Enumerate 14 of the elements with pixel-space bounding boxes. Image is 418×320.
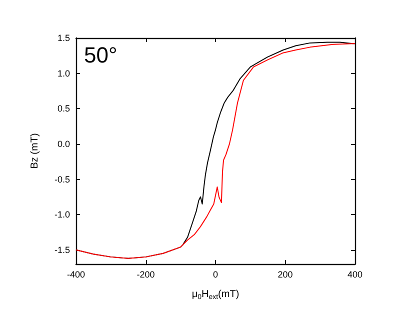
x-tick-label: 200 bbox=[278, 270, 293, 280]
y-tick-label: 1.5 bbox=[57, 33, 70, 43]
y-tick-label: -1.5 bbox=[54, 244, 70, 255]
x-tick-label: 0 bbox=[212, 270, 218, 280]
annotation: 50° bbox=[84, 42, 118, 68]
y-tick-label: -1.0 bbox=[54, 210, 70, 220]
x-tick-label: -200 bbox=[136, 270, 155, 280]
y-tick-label: 0.0 bbox=[57, 138, 70, 149]
y-tick-label: 1.0 bbox=[57, 68, 70, 78]
x-tick-label: -400 bbox=[66, 270, 86, 280]
x-tick-label: 400 bbox=[347, 270, 363, 280]
y-axis-title: Bz (mT) bbox=[30, 133, 40, 169]
y-tick-label: 0.5 bbox=[57, 104, 70, 114]
y-tick-label: -0.5 bbox=[54, 174, 70, 184]
